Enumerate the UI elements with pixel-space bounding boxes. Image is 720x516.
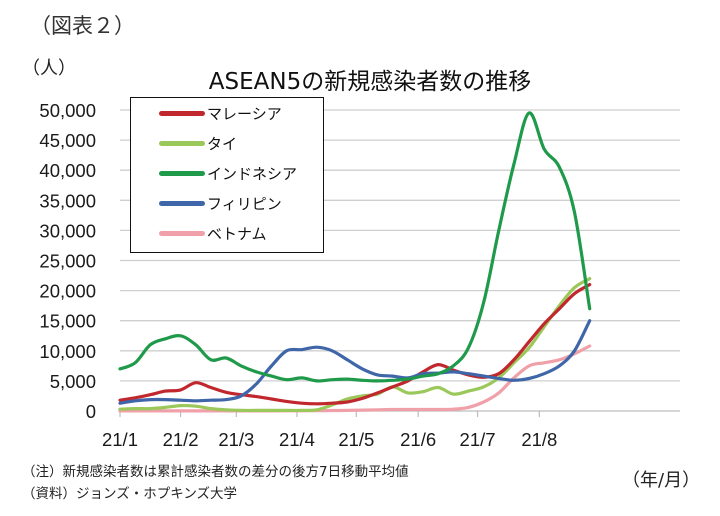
y-tick-label: 25,000 [39,251,96,272]
legend-item-thailand: タイ [159,132,237,154]
x-tick-label: 21/3 [218,429,254,450]
x-tick-label: 21/1 [102,429,138,450]
series-line [118,111,592,383]
figure-label: （図表２） [30,14,135,38]
y-tick-label: 35,000 [39,190,96,211]
legend-swatch-malaysia [159,110,205,116]
legend-swatch-indonesia [159,170,205,176]
series-line [118,277,592,413]
y-tick-label: 30,000 [39,220,96,241]
x-axis: 21/1 21/2 21/3 21/4 21/5 21/6 21/7 21/8 [102,410,680,450]
x-axis-unit-label: （年/月） [622,470,701,491]
y-axis-ticks: 0 5,000 10,000 15,000 20,000 25,000 30,000 35,0… [39,100,96,422]
legend-item-philippines: フィリピン [159,192,282,214]
y-tick-label: 45,000 [39,130,96,151]
legend-item-vietnam: ベトナム [159,222,267,244]
series-line [118,319,592,405]
series-lines [118,111,592,413]
y-tick-label: 0 [86,401,96,422]
y-axis-unit-label: （人） [22,58,76,79]
legend: マレーシア タイ インドネシア フィリピン ベトナム [130,97,324,253]
x-tick-label: 21/4 [279,429,315,450]
legend-item-indonesia: インドネシア [159,162,297,184]
legend-swatch-vietnam [159,230,205,236]
x-tick-label: 21/6 [400,429,436,450]
legend-label: マレーシア [207,104,282,123]
x-tick-label: 21/8 [521,429,557,450]
legend-swatch-thailand [159,140,205,146]
y-tick-label: 50,000 [39,100,96,121]
x-tick-label: 21/2 [163,429,199,450]
legend-label: インドネシア [207,164,298,183]
legend-item-malaysia: マレーシア [159,102,282,124]
legend-label: ベトナム [207,224,267,243]
chart-title: ASEAN5の新規感染者数の推移 [208,69,532,95]
legend-swatch-philippines [159,200,205,206]
legend-label: タイ [207,134,238,153]
series-line [118,283,592,406]
y-tick-label: 10,000 [39,341,96,362]
x-tick-label: 21/5 [338,429,374,450]
source-note: （資料）ジョンズ・ホプキンズ大学 [22,486,238,502]
y-tick-label: 40,000 [39,160,96,181]
legend-label: フィリピン [207,194,282,213]
x-tick-label: 21/7 [460,429,496,450]
y-tick-label: 5,000 [50,371,96,392]
y-tick-label: 15,000 [39,311,96,332]
y-tick-label: 20,000 [39,281,96,302]
footnote: （注）新規感染者数は累計感染者数の差分の後方7日移動平均値 [22,464,409,480]
